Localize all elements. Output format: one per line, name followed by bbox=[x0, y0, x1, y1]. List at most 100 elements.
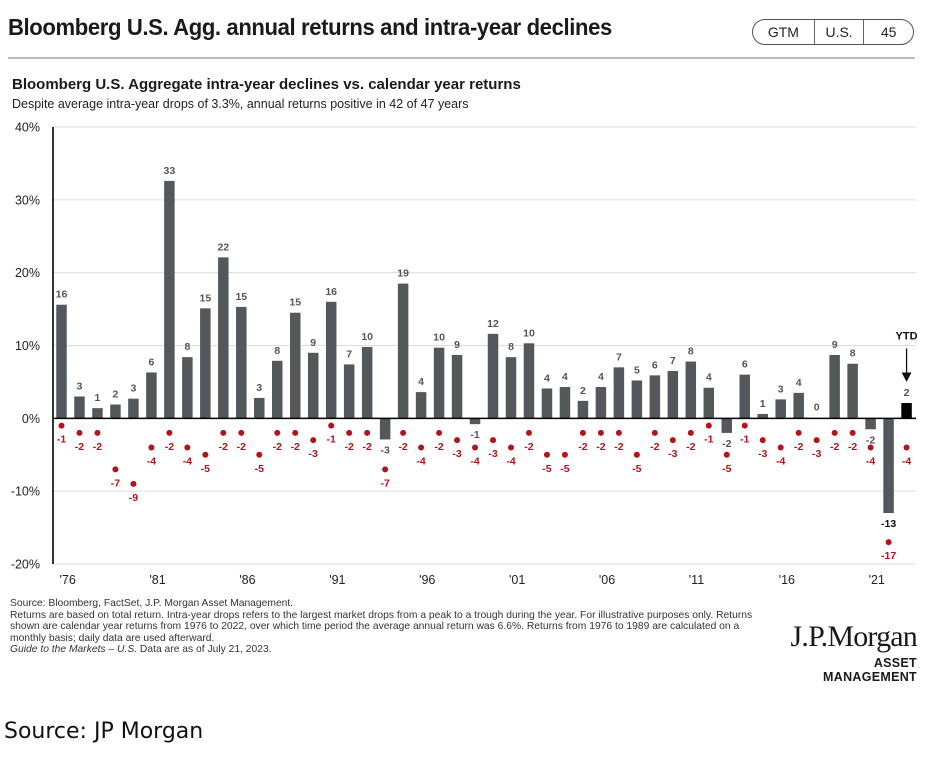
return-bar bbox=[775, 399, 786, 419]
x-tick-label: '11 bbox=[689, 573, 704, 587]
decline-dot bbox=[58, 422, 65, 429]
decline-dots: -1 -2 -2 -7 -9 -4 -2 -4 -5 -2 -2 -5 -2 -2 -3 -1 -2 -2 -7 -2… bbox=[57, 422, 911, 562]
guide-title: Guide to the Markets – U.S. bbox=[10, 644, 138, 656]
source-note: Source: Bloomberg, FactSet, J.P. Morgan … bbox=[10, 598, 294, 609]
decline-label: -4 bbox=[147, 455, 156, 467]
return-bar bbox=[487, 333, 499, 419]
return-label: 8 bbox=[274, 345, 280, 357]
decline-dot bbox=[525, 429, 532, 436]
decline-label: -2 bbox=[524, 441, 533, 453]
return-bar bbox=[505, 357, 517, 419]
decline-dot bbox=[849, 429, 856, 436]
guide-note: Guide to the Markets – U.S. Data are as … bbox=[10, 644, 765, 656]
return-bar bbox=[883, 418, 894, 514]
badge-page-number: 45 bbox=[863, 20, 913, 44]
chart-title: Bloomberg U.S. Aggregate intra-year decl… bbox=[12, 76, 521, 93]
methodology-note: Returns are based on total return. Intra… bbox=[10, 609, 753, 644]
decline-dot bbox=[472, 444, 479, 451]
return-bar bbox=[56, 304, 67, 419]
return-bar bbox=[379, 418, 391, 440]
return-bar bbox=[254, 397, 265, 419]
decline-label: -2 bbox=[75, 441, 84, 453]
return-label: 4 bbox=[796, 377, 802, 389]
return-bar bbox=[469, 418, 481, 425]
return-bar bbox=[146, 372, 157, 419]
decline-label: -3 bbox=[488, 448, 497, 460]
return-label: 9 bbox=[454, 339, 460, 351]
decline-label: -2 bbox=[362, 441, 371, 453]
decline-dot bbox=[741, 422, 748, 429]
return-label: -3 bbox=[380, 444, 389, 456]
return-bar bbox=[182, 357, 193, 419]
decline-dot bbox=[795, 429, 802, 436]
x-tick-label: '76 bbox=[60, 573, 76, 587]
decline-dot bbox=[148, 444, 155, 451]
decline-dot bbox=[256, 451, 263, 458]
decline-label: -3 bbox=[758, 448, 767, 460]
return-label: 7 bbox=[346, 348, 352, 360]
decline-dot bbox=[274, 429, 281, 436]
decline-label: -4 bbox=[866, 455, 875, 467]
return-bar bbox=[631, 380, 643, 419]
return-label: 9 bbox=[832, 339, 838, 351]
return-bar bbox=[74, 396, 85, 419]
decline-dot bbox=[508, 444, 514, 451]
return-bar bbox=[829, 354, 840, 419]
decline-dot bbox=[220, 429, 227, 436]
y-tick-label: 40% bbox=[15, 121, 40, 135]
return-label: 10 bbox=[361, 331, 373, 343]
return-bar bbox=[128, 398, 139, 419]
decline-dot bbox=[364, 429, 371, 436]
decline-label: -5 bbox=[722, 463, 731, 475]
return-bar bbox=[218, 257, 229, 419]
decline-label: -2 bbox=[237, 441, 246, 453]
decline-label: -4 bbox=[183, 455, 192, 467]
logo-subtitle: ASSET MANAGEMENT bbox=[823, 656, 917, 684]
decline-label: -2 bbox=[848, 441, 857, 453]
decline-dot bbox=[130, 480, 137, 487]
return-bar bbox=[901, 403, 912, 419]
decline-label: -1 bbox=[704, 434, 713, 446]
return-bar bbox=[397, 283, 409, 419]
decline-label: -4 bbox=[470, 455, 479, 467]
decline-dot bbox=[166, 429, 173, 436]
return-label: -13 bbox=[881, 518, 896, 530]
decline-label: -2 bbox=[345, 441, 354, 453]
x-tick-label: '91 bbox=[329, 573, 345, 587]
return-label: 6 bbox=[148, 356, 154, 368]
return-label: 10 bbox=[433, 332, 445, 344]
decline-label: -5 bbox=[632, 463, 641, 475]
decline-dot bbox=[346, 429, 353, 436]
ytd-annotation: YTD bbox=[896, 331, 918, 382]
decline-dot bbox=[94, 429, 101, 436]
x-tick-label: '21 bbox=[869, 573, 885, 587]
return-label: 8 bbox=[688, 346, 694, 358]
decline-label: -1 bbox=[57, 434, 66, 446]
decline-label: -7 bbox=[380, 477, 389, 489]
return-label: 4 bbox=[706, 372, 712, 384]
decline-dot bbox=[759, 437, 766, 444]
decline-dot bbox=[705, 422, 712, 429]
return-label: 15 bbox=[289, 297, 301, 309]
return-bar bbox=[92, 408, 103, 419]
return-label: 4 bbox=[562, 371, 568, 383]
decline-label: -2 bbox=[578, 441, 587, 453]
return-label: 8 bbox=[508, 341, 514, 353]
decline-label: -2 bbox=[794, 441, 803, 453]
source-caption: Source: JP Morgan bbox=[4, 719, 204, 744]
decline-dot bbox=[202, 451, 209, 458]
return-label: 12 bbox=[487, 318, 499, 330]
return-bar bbox=[577, 400, 589, 419]
decline-label: -2 bbox=[273, 441, 282, 453]
decline-label: -2 bbox=[93, 441, 102, 453]
y-tick-label: 20% bbox=[15, 266, 40, 280]
decline-label: -2 bbox=[614, 441, 623, 453]
return-label: 4 bbox=[598, 371, 604, 383]
x-tick-label: '81 bbox=[149, 573, 165, 587]
decline-dot bbox=[867, 444, 874, 451]
logo-name: J.P.Morgan bbox=[790, 620, 918, 653]
decline-dot bbox=[813, 437, 820, 444]
decline-dot bbox=[382, 466, 389, 473]
return-label: -2 bbox=[866, 434, 875, 446]
return-label: 2 bbox=[580, 385, 586, 397]
